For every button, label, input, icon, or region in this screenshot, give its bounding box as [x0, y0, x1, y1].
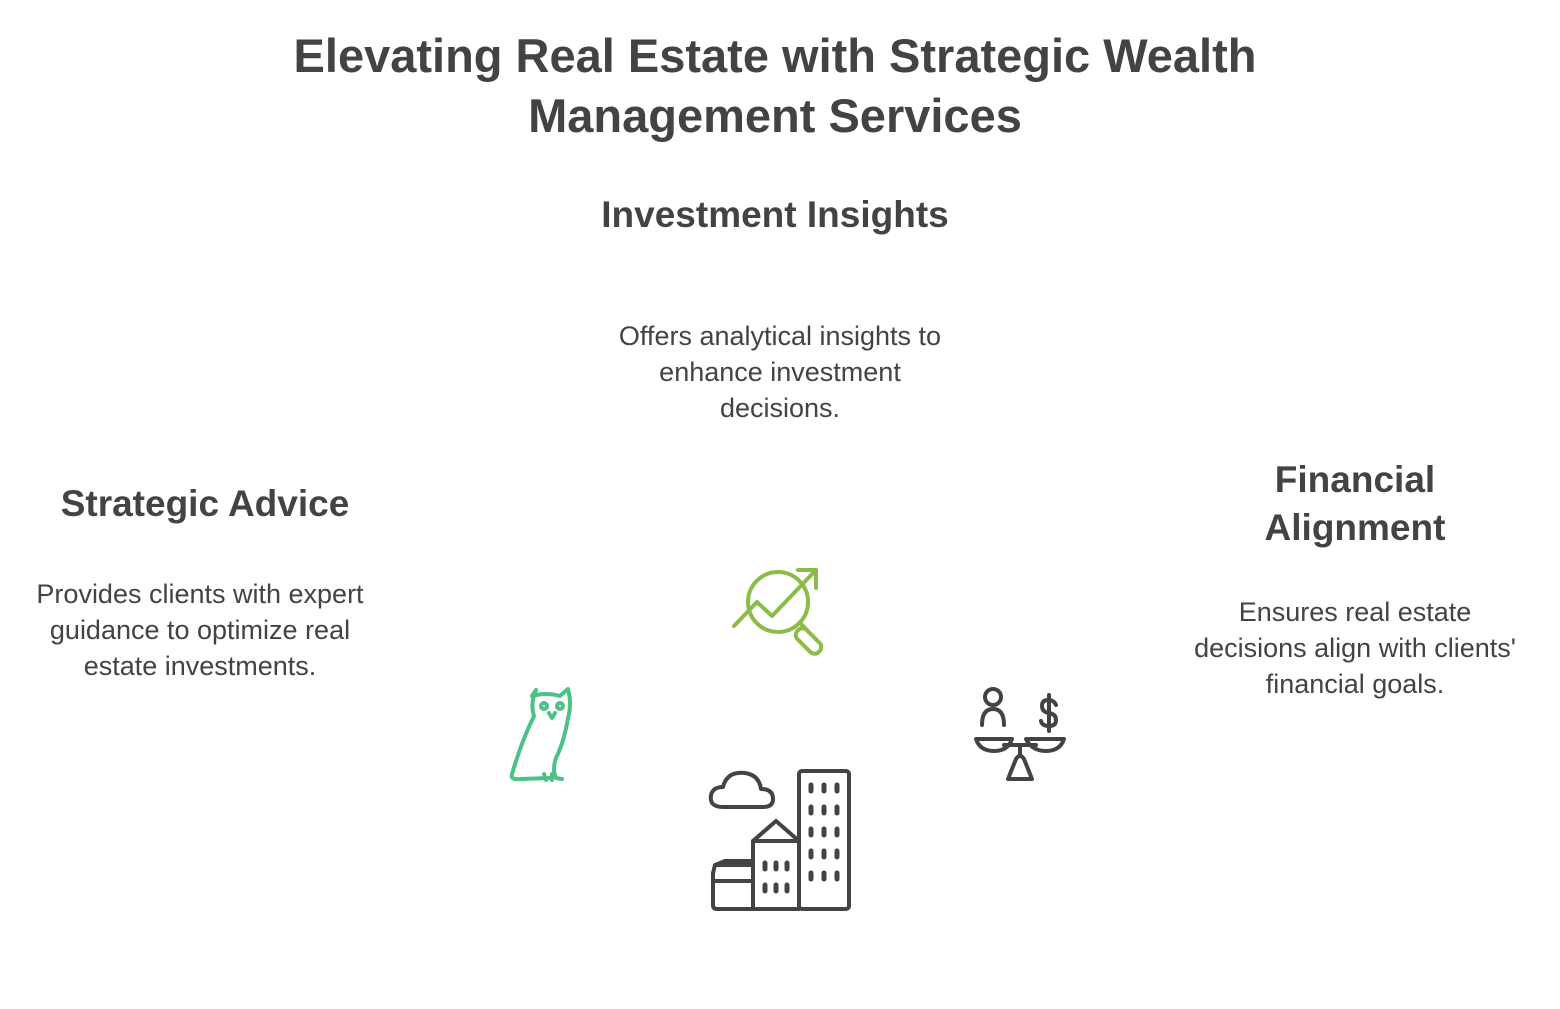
owl-icon	[509, 687, 572, 782]
node-title: Investment Insights	[601, 194, 949, 235]
node-title: Strategic Advice	[60, 483, 350, 524]
chart-magnifier-icon	[732, 568, 824, 656]
page-title: Elevating Real Estate with Strategic Wea…	[293, 29, 1257, 142]
node-description: Provides clients with expert guidance to…	[36, 579, 364, 681]
node-description: Ensures real estate decisions align with…	[1194, 597, 1516, 699]
balance-scale-icon	[974, 687, 1066, 781]
node-description: Offers analytical insights to enhance in…	[618, 321, 942, 423]
city-buildings-icon	[708, 769, 851, 911]
node-title: Financial Alignment	[1264, 459, 1446, 548]
